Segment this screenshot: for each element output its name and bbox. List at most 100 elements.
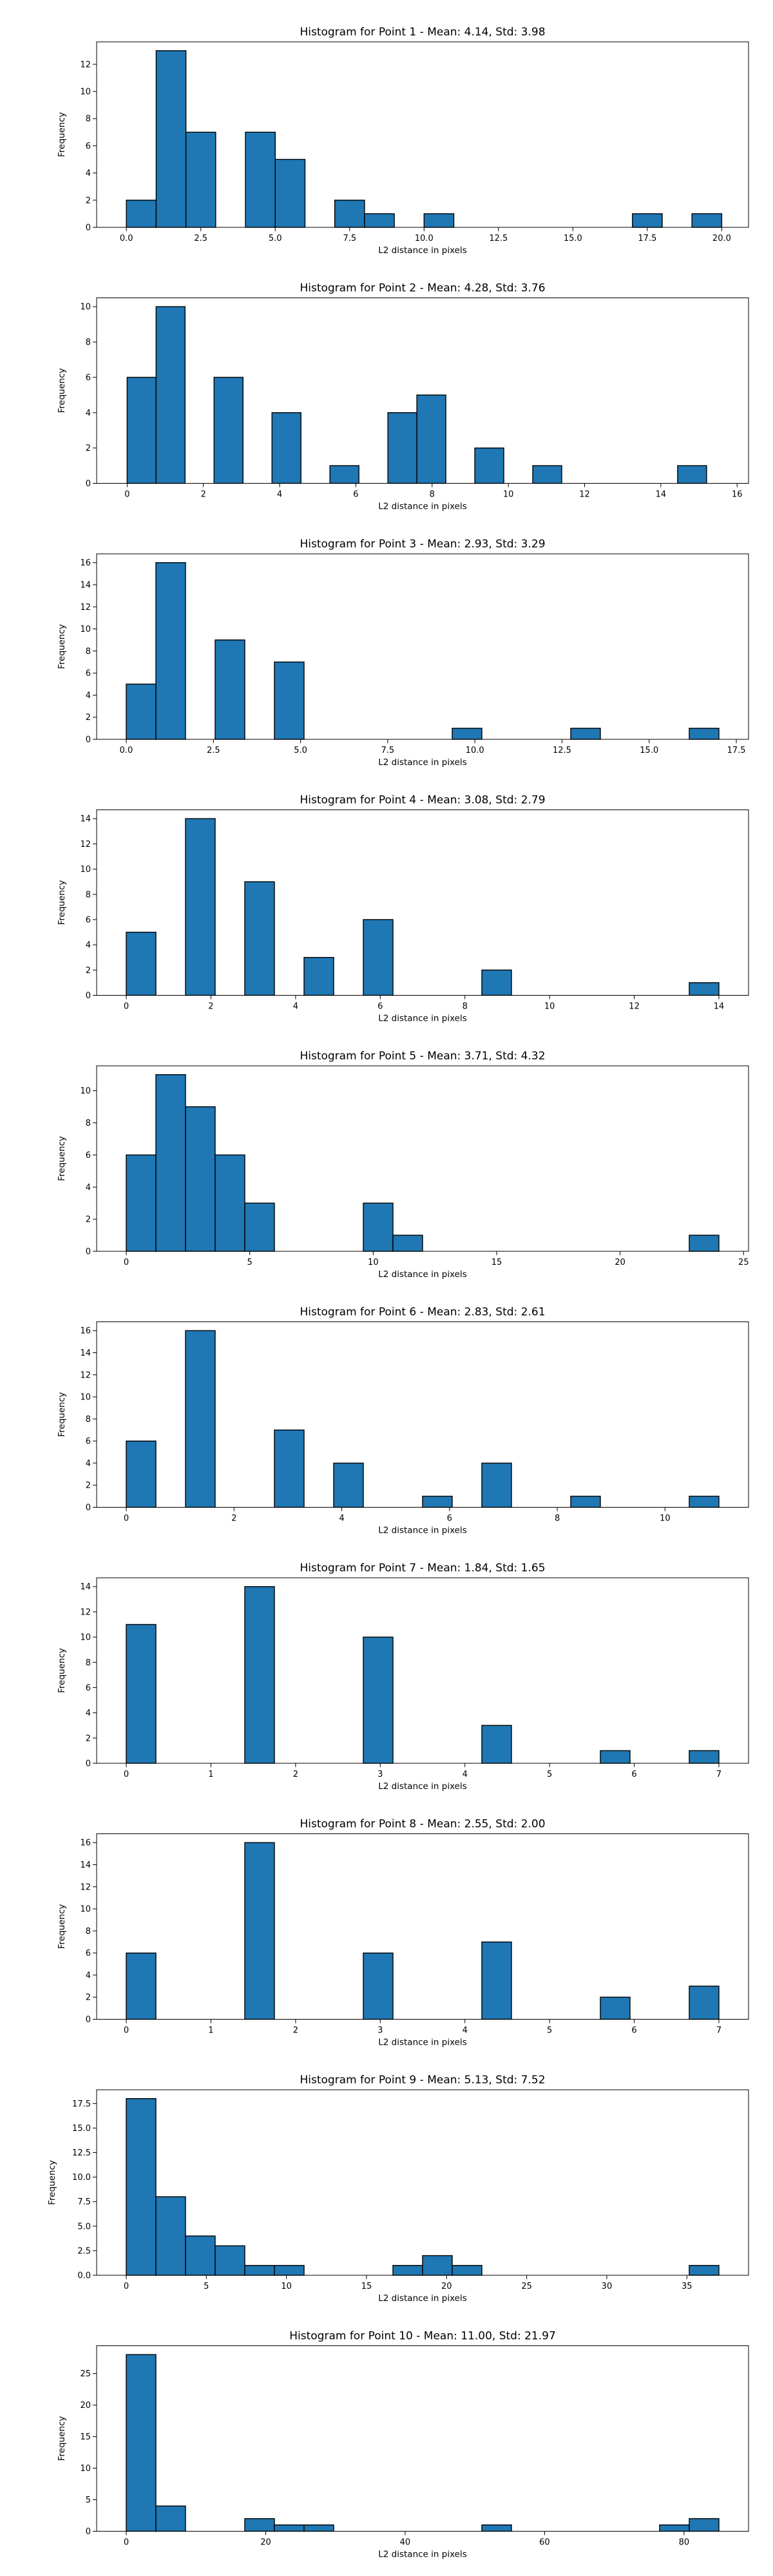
x-tick-label: 4 [277, 490, 282, 500]
plot-frame [96, 1577, 749, 1764]
x-tick-label: 15.0 [640, 746, 658, 755]
histogram-bar [416, 394, 446, 484]
histogram-bar [274, 2524, 305, 2532]
histogram-bar [126, 200, 157, 228]
chart-title: Histogram for Point 4 - Mean: 3.08, Std:… [300, 794, 545, 807]
histogram-bar [600, 1750, 631, 1764]
x-tick-label: 20 [441, 2282, 452, 2291]
x-tick-label: 12 [579, 490, 590, 500]
y-tick-label: 6 [86, 915, 91, 925]
histogram-bar [274, 1429, 305, 1508]
x-tick-label: 5 [547, 2026, 552, 2036]
histogram-panel-7: Histogram for Point 7 - Mean: 1.84, Std:… [57, 1562, 749, 1792]
x-tick-label: 7 [716, 2026, 721, 2036]
chart-title: Histogram for Point 8 - Mean: 2.55, Std:… [300, 1818, 545, 1831]
y-tick-label: 2 [86, 966, 91, 976]
y-axis-label: Frequency [57, 1392, 67, 1437]
histogram-bar [215, 2245, 245, 2276]
x-tick-label: 15 [491, 1258, 502, 1267]
y-tick-label: 2 [86, 1993, 91, 2003]
histogram-bar [689, 1750, 720, 1764]
y-tick-label: 4 [86, 169, 91, 178]
y-tick-label: 14 [80, 1349, 91, 1358]
plot-frame [96, 1065, 749, 1252]
x-axis-label: L2 distance in pixels [378, 502, 466, 512]
x-tick-label: 1 [208, 2026, 213, 2036]
y-axis-label: Frequency [57, 368, 67, 413]
histogram-bar [126, 1440, 157, 1508]
x-tick-label: 2.5 [207, 746, 220, 755]
y-axis-label: Frequency [47, 2160, 57, 2205]
y-tick-label: 15.0 [72, 2124, 91, 2134]
x-tick-label: 10.0 [466, 746, 484, 755]
histogram-bar [303, 2524, 334, 2532]
histogram-bar [126, 683, 157, 740]
plot-frame [96, 2345, 749, 2532]
x-axis-label: L2 distance in pixels [378, 245, 466, 256]
histogram-bar [126, 377, 157, 484]
histogram-bar [689, 2265, 720, 2276]
histogram-bar [689, 1495, 720, 1508]
y-tick-label: 14 [80, 815, 91, 824]
x-tick-label: 8 [555, 1514, 560, 1524]
histogram-bar [244, 1842, 275, 2020]
x-tick-label: 25 [521, 2282, 532, 2291]
x-tick-label: 14 [714, 1002, 725, 1012]
y-tick-label: 12 [80, 1370, 91, 1380]
y-axis-label: Frequency [57, 880, 67, 925]
y-tick-label: 0 [86, 991, 91, 1001]
chart-title: Histogram for Point 1 - Mean: 4.14, Std:… [300, 26, 545, 39]
histogram-bar [303, 957, 334, 996]
y-tick-label: 12 [80, 840, 91, 849]
x-tick-label: 10 [503, 490, 514, 500]
x-axis-label: L2 distance in pixels [378, 1269, 466, 1280]
histogram-panel-9: Histogram for Point 9 - Mean: 5.13, Std:… [47, 2074, 749, 2304]
y-tick-label: 17.5 [72, 2099, 91, 2109]
y-tick-label: 0 [86, 735, 91, 745]
histogram-bar [274, 158, 306, 228]
y-tick-label: 2 [86, 1734, 91, 1743]
histogram-bar [333, 1463, 364, 1508]
histogram-bar [274, 661, 305, 740]
y-tick-label: 16 [80, 558, 91, 568]
histogram-bar [155, 1074, 186, 1252]
x-tick-label: 6 [447, 1514, 452, 1524]
y-tick-label: 8 [86, 1658, 91, 1668]
x-tick-label: 8 [463, 1002, 468, 1012]
y-tick-label: 0 [86, 1247, 91, 1257]
histogram-bar [392, 1235, 423, 1252]
x-tick-label: 80 [679, 2538, 690, 2548]
x-tick-label: 12.5 [553, 746, 571, 755]
histogram-bar [632, 213, 663, 228]
histogram-bar [422, 2255, 453, 2276]
histogram-bar [481, 2524, 512, 2532]
histogram-bar [185, 818, 216, 996]
y-tick-label: 6 [86, 1151, 91, 1160]
y-tick-label: 2.5 [77, 2246, 91, 2256]
histogram-panel-2: Histogram for Point 2 - Mean: 4.28, Std:… [57, 282, 749, 512]
y-tick-label: 0 [86, 223, 91, 233]
y-tick-label: 10 [80, 88, 91, 97]
x-tick-label: 0 [124, 490, 129, 500]
y-tick-label: 7.5 [77, 2197, 91, 2207]
y-tick-label: 10 [80, 625, 91, 634]
y-tick-label: 8 [86, 890, 91, 900]
chart-title: Histogram for Point 10 - Mean: 11.00, St… [289, 2330, 556, 2343]
histogram-bar [185, 1106, 216, 1252]
histogram-bar [677, 465, 707, 484]
y-axis-label: Frequency [57, 1904, 67, 1949]
y-tick-label: 8 [86, 1119, 91, 1128]
y-tick-label: 4 [86, 1183, 91, 1193]
histogram-bar [452, 2265, 482, 2276]
histogram-bar [392, 2265, 423, 2276]
plot-frame [96, 553, 749, 740]
chart-title: Histogram for Point 7 - Mean: 1.84, Std:… [300, 1562, 545, 1575]
x-tick-label: 5.0 [269, 234, 282, 243]
y-tick-label: 10 [80, 1905, 91, 1915]
x-tick-label: 20 [260, 2538, 271, 2548]
x-tick-label: 4 [463, 1770, 468, 1779]
x-tick-label: 6 [631, 1770, 636, 1779]
histogram-bar [363, 1202, 394, 1252]
histogram-bar [363, 1636, 394, 1764]
histogram-bar [126, 1952, 157, 2020]
